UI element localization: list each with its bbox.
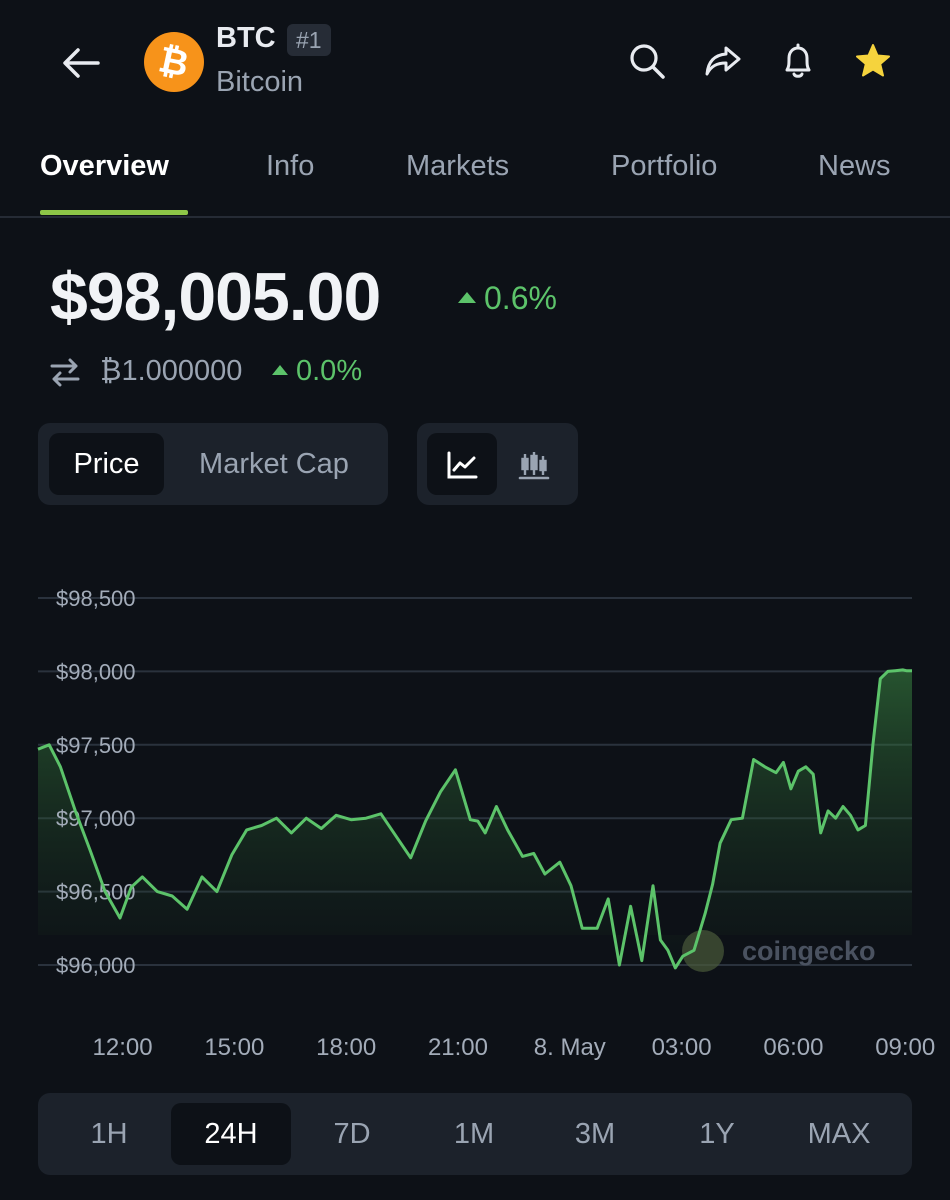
range-max-button[interactable]: MAX xyxy=(807,1118,871,1150)
price-area-fill xyxy=(38,669,912,968)
line-chart-icon xyxy=(447,451,478,479)
market-cap-toggle-button[interactable]: Market Cap xyxy=(199,448,349,480)
back-arrow-icon[interactable] xyxy=(56,38,106,88)
btc-change: 0.0% xyxy=(272,355,362,388)
btc-change-value: 0.0% xyxy=(296,355,363,387)
price-usd: $98,005.00 xyxy=(50,259,381,335)
rank-badge: #1 xyxy=(287,24,331,56)
coingecko-watermark: coingecko xyxy=(682,930,876,972)
share-icon[interactable] xyxy=(702,40,744,82)
x-tick-label: 8. May xyxy=(534,1034,606,1061)
y-tick-label: $97,500 xyxy=(56,733,136,758)
header: ₿ BTC #1 Bitcoin xyxy=(0,0,950,125)
range-7d-button[interactable]: 7D xyxy=(333,1118,371,1150)
range-3m-button[interactable]: 3M xyxy=(574,1118,616,1150)
x-tick-label: 15:00 xyxy=(204,1034,264,1061)
tab-portfolio[interactable]: Portfolio xyxy=(611,150,718,182)
y-tick-label: $98,500 xyxy=(56,586,136,611)
y-tick-label: $96,000 xyxy=(56,953,136,978)
range-1h-button[interactable]: 1H xyxy=(90,1118,128,1150)
x-tick-label: 09:00 xyxy=(875,1034,935,1061)
price-btc: ₿1.000000 xyxy=(100,355,243,387)
bitcoin-logo: ₿ xyxy=(144,32,204,92)
up-triangle-icon xyxy=(272,365,288,375)
price-change-value: 0.6% xyxy=(484,280,557,316)
star-icon[interactable] xyxy=(852,40,894,82)
coin-name: Bitcoin xyxy=(216,66,304,98)
y-tick-label: $97,000 xyxy=(56,806,136,831)
x-tick-label: 03:00 xyxy=(652,1034,712,1061)
search-icon[interactable] xyxy=(626,40,668,82)
price-chart[interactable]: $96,000 $96,500 $97,000 $97,500 $98,000 $98,5… xyxy=(0,560,950,1070)
watermark-text: coingecko xyxy=(742,936,876,966)
y-tick-label: $98,000 xyxy=(56,659,136,684)
swap-icon xyxy=(48,355,82,389)
coingecko-logo-icon xyxy=(682,930,724,972)
candlestick-chart-button[interactable] xyxy=(501,433,567,495)
tab-bar: Overview Info Markets Portfolio News xyxy=(0,140,950,218)
tab-info[interactable]: Info xyxy=(266,150,315,182)
x-tick-label: 06:00 xyxy=(763,1034,823,1061)
range-24h-button[interactable]: 24H xyxy=(171,1103,291,1165)
up-triangle-icon xyxy=(458,292,476,303)
price-line xyxy=(37,668,912,970)
tab-overview[interactable]: Overview xyxy=(40,150,169,182)
price-toggle-button[interactable]: Price xyxy=(49,433,164,495)
time-range-selector: 1H 24H 7D 1M 3M 1Y MAX xyxy=(38,1093,912,1175)
price-change: 0.6% xyxy=(458,280,557,317)
x-tick-label: 21:00 xyxy=(428,1034,488,1061)
line-chart-button[interactable] xyxy=(427,433,497,495)
coin-symbol: BTC xyxy=(216,22,276,54)
bell-icon[interactable] xyxy=(777,40,819,82)
range-1m-button[interactable]: 1M xyxy=(453,1118,495,1150)
tab-news[interactable]: News xyxy=(818,150,891,182)
range-1y-button[interactable]: 1Y xyxy=(699,1118,735,1150)
candlestick-icon xyxy=(518,452,550,480)
x-tick-label: 12:00 xyxy=(93,1034,153,1061)
x-tick-label: 18:00 xyxy=(316,1034,376,1061)
active-tab-indicator xyxy=(40,210,188,215)
tab-markets[interactable]: Markets xyxy=(406,150,510,182)
chart-type-toggle xyxy=(417,423,578,505)
y-tick-label: $96,500 xyxy=(56,880,136,905)
price-marketcap-toggle: Price Market Cap xyxy=(38,423,388,505)
price-chart-svg: $96,000 $96,500 $97,000 $97,500 $98,000 $98,5… xyxy=(37,586,935,1061)
